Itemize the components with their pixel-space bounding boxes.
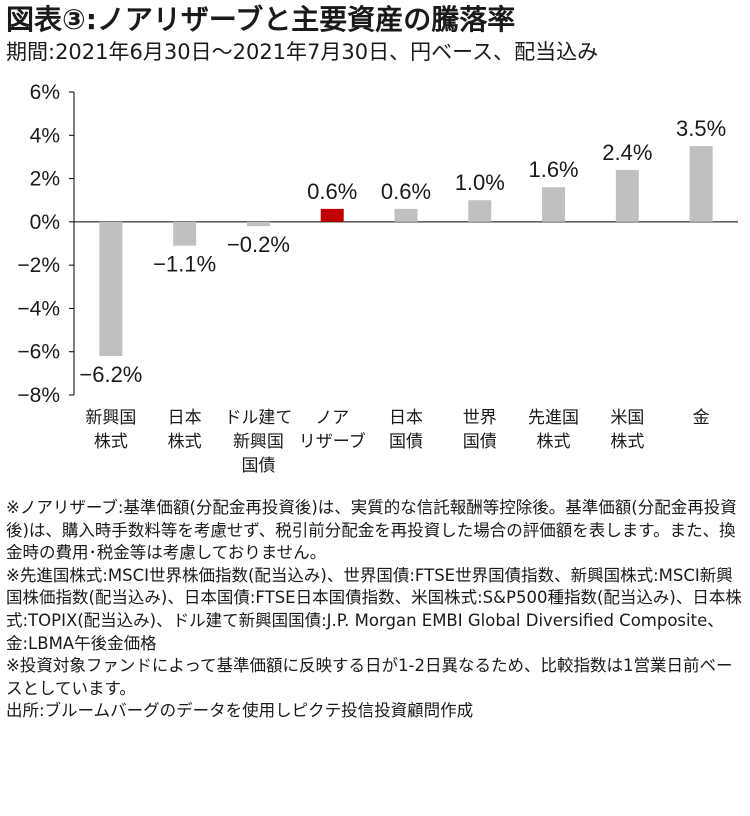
bars bbox=[99, 146, 713, 357]
bar bbox=[394, 208, 418, 222]
footnote-source: 出所:ブルームバーグのデータを使用しピクテ投信投資顧問作成 bbox=[6, 701, 474, 721]
category-label: 株式 bbox=[610, 432, 644, 452]
category-labels: 新興国株式日本株式ドル建て新興国国債ノアリザーブ日本国債世界国債先進国株式米国株… bbox=[85, 408, 709, 476]
y-tick-label: 2% bbox=[30, 168, 60, 191]
category-label: 日本 bbox=[168, 408, 202, 428]
footnote-noa-reserve: ※ノアリザーブ:基準価額(分配金再投資後)は、実質的な信託報酬等控除後。基準価額… bbox=[6, 498, 737, 563]
footnotes: ※ノアリザーブ:基準価額(分配金再投資後)は、実質的な信託報酬等控除後。基準価額… bbox=[6, 497, 748, 723]
bar bbox=[542, 187, 566, 222]
bar-chart: 6% 4% 2% 0% −2% −4% −6% −8% −6.2% −1.1% −0.2% 0.6%… bbox=[17, 81, 738, 476]
chart-subtitle: 期間:2021年6月30日～2021年7月30日、円ベース、配当込み bbox=[6, 40, 599, 64]
category-label: 新興国 bbox=[233, 432, 284, 452]
bar bbox=[689, 146, 713, 222]
category-label: 米国 bbox=[610, 408, 644, 428]
data-label: 1.0% bbox=[455, 170, 505, 195]
bar bbox=[99, 221, 123, 357]
y-tick-label: −8% bbox=[17, 384, 60, 407]
category-label: 国債 bbox=[241, 456, 275, 476]
category-label: リザーブ bbox=[299, 431, 366, 452]
data-label: 1.6% bbox=[528, 157, 578, 182]
y-tick-label: 6% bbox=[30, 81, 60, 104]
data-label: −6.2% bbox=[79, 362, 142, 387]
footnote-indices: ※先進国株式:MSCI世界株価指数(配当込み)、世界国債:FTSE世界国債指数、… bbox=[6, 565, 742, 653]
category-label: 株式 bbox=[537, 432, 571, 452]
category-label: 先進国 bbox=[528, 408, 579, 428]
category-label: 金 bbox=[693, 408, 710, 428]
category-label: ノア bbox=[315, 408, 349, 428]
y-tick-label: −2% bbox=[17, 254, 60, 277]
category-label: 日本 bbox=[389, 408, 423, 428]
y-axis: 6% 4% 2% 0% −2% −4% −6% −8% bbox=[17, 81, 738, 407]
data-label: 2.4% bbox=[602, 140, 652, 165]
category-label: ドル建て bbox=[224, 408, 292, 428]
data-label: 0.6% bbox=[381, 179, 431, 204]
y-tick-label: 0% bbox=[30, 211, 60, 234]
chart-title: 図表③:ノアリザーブと主要資産の騰落率 bbox=[6, 3, 516, 36]
bar bbox=[320, 208, 344, 222]
y-tick-label: 4% bbox=[30, 124, 60, 147]
data-label: 0.6% bbox=[307, 179, 357, 204]
category-label: 株式 bbox=[168, 432, 202, 452]
category-label: 国債 bbox=[463, 432, 497, 452]
bar bbox=[615, 169, 639, 222]
y-tick-label: −6% bbox=[17, 341, 60, 364]
y-tick-label: −4% bbox=[17, 297, 60, 320]
data-label: 3.5% bbox=[676, 116, 726, 141]
data-labels: −6.2% −1.1% −0.2% 0.6% 0.6% 1.0% 1.6% 2.4% 3.5% bbox=[79, 116, 726, 387]
bar bbox=[173, 221, 197, 246]
category-label: 国債 bbox=[389, 432, 423, 452]
data-label: −1.1% bbox=[153, 252, 216, 277]
category-label: 新興国 bbox=[85, 408, 136, 428]
bar bbox=[468, 200, 492, 222]
footnote-date-basis: ※投資対象ファンドによって基準価額に反映する日が1-2日異なるため、比較指数は1… bbox=[6, 656, 733, 698]
category-label: 世界 bbox=[463, 408, 497, 428]
bar bbox=[246, 221, 270, 227]
category-label: 株式 bbox=[94, 432, 128, 452]
data-label: −0.2% bbox=[227, 232, 290, 257]
